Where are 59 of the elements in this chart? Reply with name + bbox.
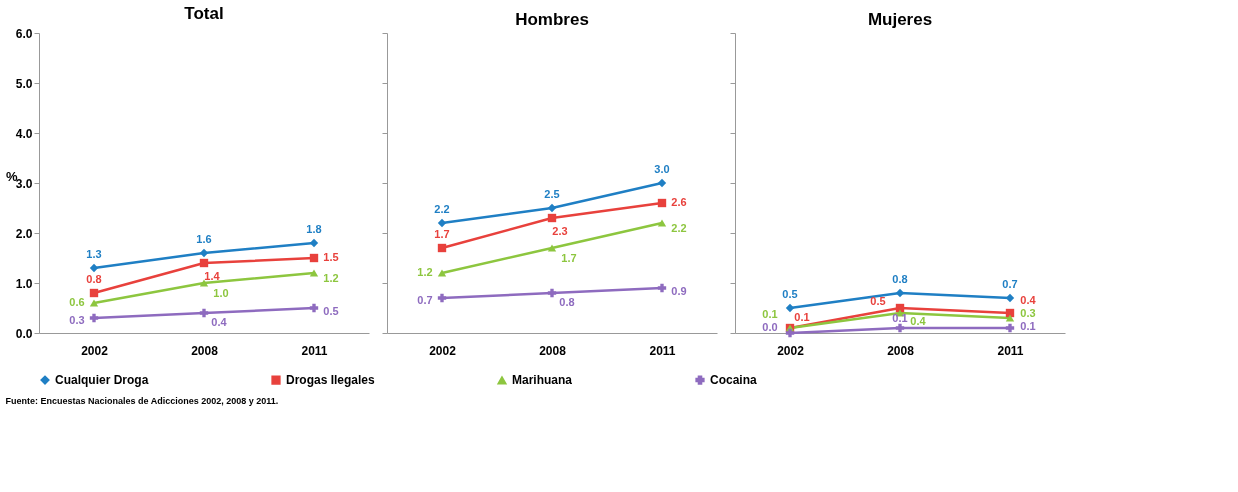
data-label: 0.9	[671, 285, 687, 297]
x-tick-label: 2002	[429, 343, 457, 358]
data-label: 0.0	[762, 321, 778, 333]
data-label: 1.6	[196, 233, 212, 245]
x-tick-label: 2002	[777, 343, 805, 358]
data-label: 0.1	[762, 308, 778, 320]
data-label: 1.4	[204, 270, 221, 282]
data-label: 0.6	[69, 296, 85, 308]
data-label: 2.2	[434, 203, 450, 215]
y-tick-label: 6.0	[15, 26, 33, 41]
y-tick-label: 1.0	[15, 276, 33, 291]
data-label: 2.3	[552, 225, 568, 237]
data-label: 0.1	[892, 312, 908, 324]
data-label: 0.8	[559, 296, 575, 308]
data-label: 1.7	[561, 252, 577, 264]
y-tick-label: 5.0	[15, 76, 33, 91]
data-label: 0.3	[1020, 307, 1036, 319]
data-label: 2.2	[671, 222, 687, 234]
legend-label: Cocaina	[710, 373, 758, 388]
source-note: Fuente: Encuestas Nacionales de Adicciones 2002, 2008 y 2011.	[5, 396, 279, 406]
data-label: 0.7	[417, 294, 433, 306]
legend-label: Drogas Ilegales	[286, 373, 376, 388]
data-label: 2.5	[544, 188, 560, 200]
x-tick-label: 2011	[301, 343, 328, 358]
chart-title: Mujeres	[867, 9, 933, 29]
data-label: 1.7	[434, 228, 450, 240]
x-tick-label: 2008	[191, 343, 219, 358]
data-label: 3.0	[654, 163, 670, 175]
chart-title: Total	[184, 4, 224, 23]
data-label: 0.8	[892, 273, 908, 285]
x-tick-label: 2002	[81, 343, 109, 358]
data-label: 0.1	[794, 311, 810, 323]
data-label: 0.4	[211, 316, 228, 328]
x-tick-label: 2011	[997, 343, 1024, 358]
data-label: 0.3	[69, 314, 85, 326]
y-tick-label: 2.0	[15, 226, 33, 241]
data-label: 1.2	[417, 266, 433, 278]
data-label: 1.5	[323, 251, 339, 263]
data-label: 1.0	[213, 287, 229, 299]
data-label: 0.5	[323, 305, 339, 317]
x-tick-label: 2008	[539, 343, 567, 358]
data-label: 0.4	[1020, 294, 1037, 306]
data-label: 0.1	[1020, 320, 1036, 332]
data-label: 0.5	[782, 288, 798, 300]
data-label: 0.4	[910, 315, 927, 327]
data-label: 2.6	[671, 196, 687, 208]
y-tick-label: 4.0	[15, 126, 33, 141]
data-label: 0.5	[870, 295, 886, 307]
legend-label: Cualquier Droga	[55, 373, 149, 388]
data-label: 0.7	[1002, 278, 1018, 290]
chart-title: Hombres	[515, 9, 589, 29]
x-tick-label: 2011	[649, 343, 676, 358]
data-label: 1.2	[323, 272, 339, 284]
data-label: 1.8	[306, 223, 322, 235]
data-label: 1.3	[86, 248, 102, 260]
x-tick-label: 2008	[887, 343, 915, 358]
data-label: 0.8	[86, 273, 102, 285]
legend-label: Marihuana	[512, 373, 573, 388]
y-tick-label: 0.0	[15, 326, 33, 341]
